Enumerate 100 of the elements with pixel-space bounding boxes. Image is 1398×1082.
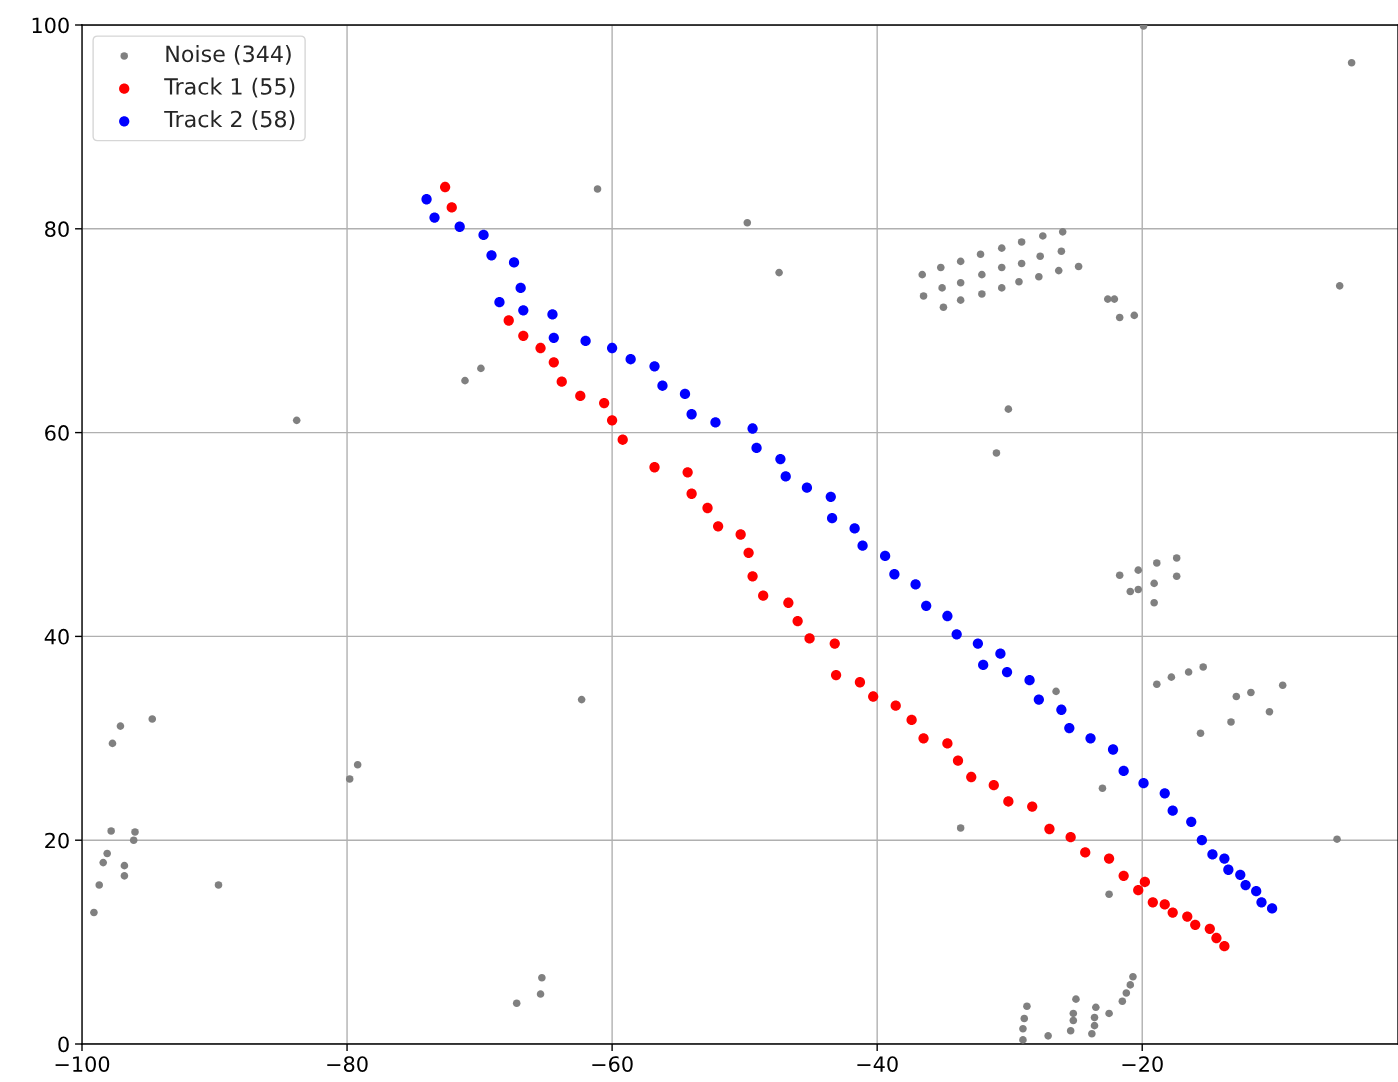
point — [1107, 744, 1119, 755]
point — [1044, 823, 1055, 835]
point — [879, 550, 891, 562]
point — [825, 491, 836, 502]
point — [1056, 704, 1067, 715]
point — [1118, 870, 1129, 882]
point — [421, 194, 432, 205]
point — [1024, 675, 1035, 686]
point — [1085, 733, 1096, 744]
point — [978, 659, 989, 671]
point — [801, 482, 813, 493]
point — [686, 488, 697, 499]
point — [1211, 932, 1222, 944]
point — [972, 638, 984, 649]
point — [1196, 835, 1208, 846]
point — [518, 305, 529, 316]
point — [857, 540, 868, 551]
point — [515, 282, 526, 294]
legend-label: Noise (344) — [166, 45, 291, 65]
y-tick-label: 20 — [45, 832, 69, 849]
point — [649, 361, 660, 372]
point — [775, 453, 786, 465]
point — [804, 633, 815, 644]
point — [518, 330, 529, 341]
point — [942, 610, 953, 622]
point — [1207, 849, 1218, 860]
point — [486, 250, 497, 261]
point — [1256, 897, 1267, 908]
point — [508, 257, 520, 268]
point — [942, 738, 953, 749]
point — [1133, 884, 1144, 896]
point — [454, 221, 465, 232]
point — [783, 597, 794, 608]
point — [792, 615, 803, 627]
point — [1139, 876, 1151, 888]
point — [890, 700, 901, 711]
point — [758, 590, 769, 601]
y-tick-label: 60 — [45, 425, 69, 441]
point — [995, 648, 1006, 659]
point — [1223, 864, 1234, 875]
point — [1065, 831, 1076, 843]
point — [1159, 899, 1170, 910]
point — [906, 714, 917, 726]
point — [889, 569, 900, 580]
point — [918, 733, 929, 744]
legend-label: Track 2 (58) — [164, 110, 295, 131]
point — [657, 380, 668, 391]
x-tick-label: −20 — [1122, 1056, 1163, 1072]
point — [686, 409, 697, 420]
point — [439, 181, 451, 193]
x-tick-label: −60 — [592, 1056, 633, 1072]
point — [535, 342, 546, 354]
point — [735, 529, 746, 540]
point — [1118, 765, 1129, 777]
point — [988, 780, 999, 791]
point — [921, 600, 932, 611]
point — [556, 376, 567, 387]
point — [1033, 694, 1044, 705]
point — [679, 388, 691, 400]
point — [1235, 869, 1246, 880]
point — [1219, 941, 1230, 952]
point — [1159, 788, 1170, 799]
point — [494, 297, 505, 308]
point — [830, 669, 842, 681]
point — [1167, 805, 1178, 816]
x-tick-label: −40 — [857, 1056, 898, 1072]
point — [966, 771, 977, 783]
point — [1138, 777, 1149, 789]
point — [1182, 911, 1193, 922]
point — [478, 229, 489, 241]
point — [1003, 796, 1014, 807]
point — [702, 502, 713, 514]
point — [952, 755, 964, 766]
point — [649, 462, 660, 473]
point — [1204, 923, 1215, 934]
point — [910, 579, 921, 590]
point — [826, 513, 838, 524]
point — [606, 415, 618, 426]
y-tick-label: 80 — [45, 221, 69, 238]
point — [446, 202, 457, 213]
point — [712, 521, 724, 532]
point — [829, 638, 840, 649]
point — [617, 434, 628, 445]
y-tick-label: 40 — [44, 628, 69, 645]
point — [747, 423, 758, 434]
y-tick-label: 0 — [58, 1036, 69, 1053]
point — [747, 571, 758, 582]
y-tick-label: 100 — [32, 17, 69, 34]
point — [1240, 879, 1251, 891]
point — [547, 309, 558, 320]
point — [1219, 853, 1230, 864]
point — [1186, 816, 1197, 828]
point — [1064, 722, 1075, 734]
point — [548, 332, 559, 343]
point — [780, 471, 791, 482]
point — [1080, 847, 1091, 858]
point — [1001, 666, 1013, 678]
point — [751, 442, 762, 454]
point — [429, 212, 440, 223]
point — [682, 467, 693, 478]
